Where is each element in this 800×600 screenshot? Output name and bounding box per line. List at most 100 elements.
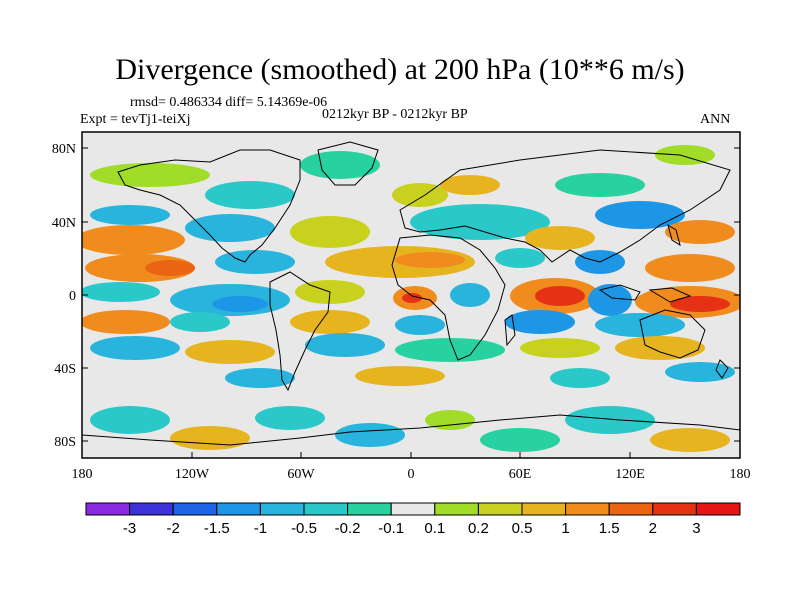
stats-label: rmsd= 0.486334 diff= 5.14369e-06 (130, 95, 328, 110)
divergence-field (82, 145, 740, 452)
coastline (667, 223, 681, 247)
coastline (317, 141, 379, 186)
field-region (90, 163, 210, 187)
field-region (205, 181, 295, 209)
coastline (648, 287, 692, 303)
field-region (290, 216, 370, 248)
field-region (480, 428, 560, 452)
colorbar-label: 0.5 (512, 520, 533, 537)
field-region (170, 426, 250, 450)
colorbar-label: -3 (123, 520, 136, 537)
lat-label: 0 (69, 289, 76, 304)
colorbar-swatch (608, 502, 654, 516)
field-region (185, 214, 275, 242)
field-region (595, 201, 685, 229)
lon-label: 180 (730, 467, 751, 482)
field-region (565, 406, 655, 434)
colorbar-swatch (521, 502, 567, 516)
field-region (90, 205, 170, 225)
colorbar-swatch (216, 502, 261, 516)
field-region (525, 226, 595, 250)
colorbar-swatch (434, 502, 479, 516)
colorbar-label: -0.1 (378, 520, 404, 537)
colorbar-swatch (477, 502, 523, 516)
field-region (650, 428, 730, 452)
colorbar-label: -0.5 (291, 520, 317, 537)
field-region (225, 368, 295, 388)
colorbar-label: 0.2 (468, 520, 489, 537)
colorbar-swatch (259, 502, 305, 516)
field-region (410, 204, 550, 240)
field-region (90, 406, 170, 434)
field-region (212, 296, 268, 312)
colorbar-label: 1.5 (599, 520, 620, 537)
field-region (520, 338, 600, 358)
field-region (335, 423, 405, 447)
coastline (117, 149, 301, 263)
field-region (90, 336, 180, 360)
colorbar-label: 0.1 (424, 520, 445, 537)
field-region (305, 333, 385, 357)
colorbar: -3 -2 -1.5 -1 -0.5 -0.2 -0.1 0.1 0.2 0.5 1 1.5 2 3 (85, 502, 741, 537)
field-region (670, 296, 730, 312)
field-region (505, 310, 575, 334)
coastline (269, 271, 331, 392)
lon-label: 60W (287, 467, 315, 482)
field-region (355, 366, 445, 386)
lat-label: 80N (52, 142, 76, 157)
coastline (399, 149, 731, 263)
field-region (145, 260, 195, 276)
colorbar-swatch (347, 502, 392, 516)
field-region (395, 252, 465, 268)
season-label: ANN (700, 112, 731, 127)
lat-label: 40N (52, 216, 76, 231)
colorbar-swatch (390, 502, 436, 516)
lon-label: 120W (175, 467, 210, 482)
coastline (504, 314, 516, 347)
field-region (395, 315, 445, 335)
lon-label: 180 (72, 467, 93, 482)
field-region (495, 248, 545, 268)
lat-label: 40S (54, 362, 76, 377)
coastline (715, 359, 729, 379)
period-label: 0212kyr BP - 0212kyr BP (322, 107, 468, 122)
field-region (450, 283, 490, 307)
lon-label: 0 (408, 467, 415, 482)
field-region (82, 225, 185, 255)
field-region (395, 338, 505, 362)
colorbar-swatch (565, 502, 610, 516)
field-region (550, 368, 610, 388)
colorbar-swatch (85, 502, 131, 516)
field-region (425, 410, 475, 430)
colorbar-swatch (129, 502, 174, 516)
colorbar-label: -1.5 (204, 520, 230, 537)
colorbar-label: -0.2 (335, 520, 361, 537)
colorbar-swatch (303, 502, 349, 516)
colorbar-label: 3 (692, 520, 700, 537)
coastlines (82, 141, 740, 446)
field-region (392, 183, 448, 207)
colorbar-label: 1 (561, 520, 569, 537)
field-region (290, 310, 370, 334)
field-region (215, 250, 295, 274)
field-region (535, 286, 585, 306)
colorbar-label: -2 (167, 520, 180, 537)
colorbar-swatch (172, 502, 218, 516)
colorbar-label: -1 (254, 520, 267, 537)
field-region (82, 310, 170, 334)
colorbar-swatch (652, 502, 697, 516)
coastline (598, 284, 641, 301)
field-region (170, 312, 230, 332)
field-region (255, 406, 325, 430)
field-region (555, 173, 645, 197)
coastline (82, 414, 740, 446)
map-title: Divergence (smoothed) at 200 hPa (10**6 … (115, 53, 685, 86)
field-region (185, 340, 275, 364)
lat-label: 80S (54, 435, 76, 450)
coastline (639, 309, 706, 359)
field-region (402, 293, 422, 303)
field-region (440, 175, 500, 195)
field-region (665, 220, 735, 244)
field-region (300, 151, 380, 179)
